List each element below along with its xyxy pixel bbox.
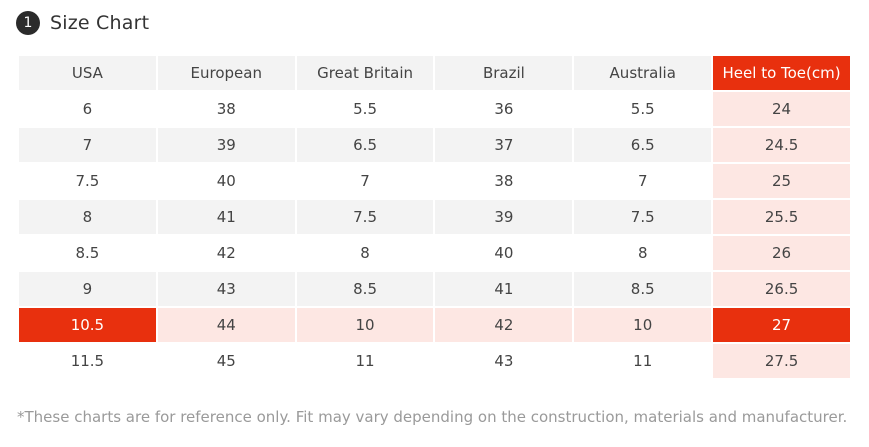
cell-brazil: 42 bbox=[435, 308, 573, 342]
cell-european: 39 bbox=[157, 128, 295, 162]
step-number-badge: 1 bbox=[16, 11, 40, 35]
column-header-brazil: Brazil bbox=[435, 56, 573, 90]
cell-great-britain: 6.5 bbox=[296, 128, 434, 162]
cell-australia: 8 bbox=[574, 236, 712, 270]
cell-heel-to-toe: 24 bbox=[713, 92, 850, 126]
cell-great-britain: 10 bbox=[296, 308, 434, 342]
cell-australia: 7.5 bbox=[574, 200, 712, 234]
column-header-usa: USA bbox=[19, 56, 156, 90]
table-header-row: USA European Great Britain Brazil Austra… bbox=[19, 56, 850, 90]
cell-brazil: 38 bbox=[435, 164, 573, 198]
cell-usa: 8 bbox=[19, 200, 156, 234]
cell-heel-to-toe: 27 bbox=[713, 308, 850, 342]
cell-brazil: 43 bbox=[435, 344, 573, 378]
table-row-highlighted: 10.5 44 10 42 10 27 bbox=[19, 308, 850, 342]
cell-brazil: 37 bbox=[435, 128, 573, 162]
cell-great-britain: 11 bbox=[296, 344, 434, 378]
cell-heel-to-toe: 27.5 bbox=[713, 344, 850, 378]
cell-great-britain: 7 bbox=[296, 164, 434, 198]
column-header-european: European bbox=[157, 56, 295, 90]
column-header-australia: Australia bbox=[574, 56, 712, 90]
cell-australia: 6.5 bbox=[574, 128, 712, 162]
cell-european: 41 bbox=[157, 200, 295, 234]
cell-european: 42 bbox=[157, 236, 295, 270]
section-title: Size Chart bbox=[50, 12, 150, 34]
column-header-heel-to-toe: Heel to Toe(cm) bbox=[713, 56, 850, 90]
table-row: 7 39 6.5 37 6.5 24.5 bbox=[19, 128, 850, 162]
cell-usa: 7 bbox=[19, 128, 156, 162]
cell-australia: 7 bbox=[574, 164, 712, 198]
cell-heel-to-toe: 25 bbox=[713, 164, 850, 198]
cell-brazil: 36 bbox=[435, 92, 573, 126]
table-row: 6 38 5.5 36 5.5 24 bbox=[19, 92, 850, 126]
table-row: 7.5 40 7 38 7 25 bbox=[19, 164, 850, 198]
cell-usa: 8.5 bbox=[19, 236, 156, 270]
cell-european: 40 bbox=[157, 164, 295, 198]
column-header-great-britain: Great Britain bbox=[296, 56, 434, 90]
cell-usa: 9 bbox=[19, 272, 156, 306]
cell-heel-to-toe: 26 bbox=[713, 236, 850, 270]
cell-brazil: 39 bbox=[435, 200, 573, 234]
disclaimer-note: *These charts are for reference only. Fi… bbox=[17, 408, 848, 426]
cell-australia: 5.5 bbox=[574, 92, 712, 126]
cell-australia: 11 bbox=[574, 344, 712, 378]
cell-usa: 11.5 bbox=[19, 344, 156, 378]
cell-european: 45 bbox=[157, 344, 295, 378]
table-row: 11.5 45 11 43 11 27.5 bbox=[19, 344, 850, 378]
cell-european: 43 bbox=[157, 272, 295, 306]
cell-brazil: 40 bbox=[435, 236, 573, 270]
cell-australia: 8.5 bbox=[574, 272, 712, 306]
size-chart-table: USA European Great Britain Brazil Austra… bbox=[17, 54, 852, 380]
cell-great-britain: 7.5 bbox=[296, 200, 434, 234]
cell-heel-to-toe: 24.5 bbox=[713, 128, 850, 162]
cell-great-britain: 8 bbox=[296, 236, 434, 270]
cell-european: 38 bbox=[157, 92, 295, 126]
cell-brazil: 41 bbox=[435, 272, 573, 306]
section-header: 1 Size Chart bbox=[16, 8, 149, 38]
cell-great-britain: 5.5 bbox=[296, 92, 434, 126]
cell-usa: 6 bbox=[19, 92, 156, 126]
cell-australia: 10 bbox=[574, 308, 712, 342]
cell-great-britain: 8.5 bbox=[296, 272, 434, 306]
cell-heel-to-toe: 26.5 bbox=[713, 272, 850, 306]
table-row: 8 41 7.5 39 7.5 25.5 bbox=[19, 200, 850, 234]
cell-european: 44 bbox=[157, 308, 295, 342]
cell-usa: 7.5 bbox=[19, 164, 156, 198]
cell-heel-to-toe: 25.5 bbox=[713, 200, 850, 234]
table-row: 9 43 8.5 41 8.5 26.5 bbox=[19, 272, 850, 306]
table-row: 8.5 42 8 40 8 26 bbox=[19, 236, 850, 270]
cell-usa: 10.5 bbox=[19, 308, 156, 342]
